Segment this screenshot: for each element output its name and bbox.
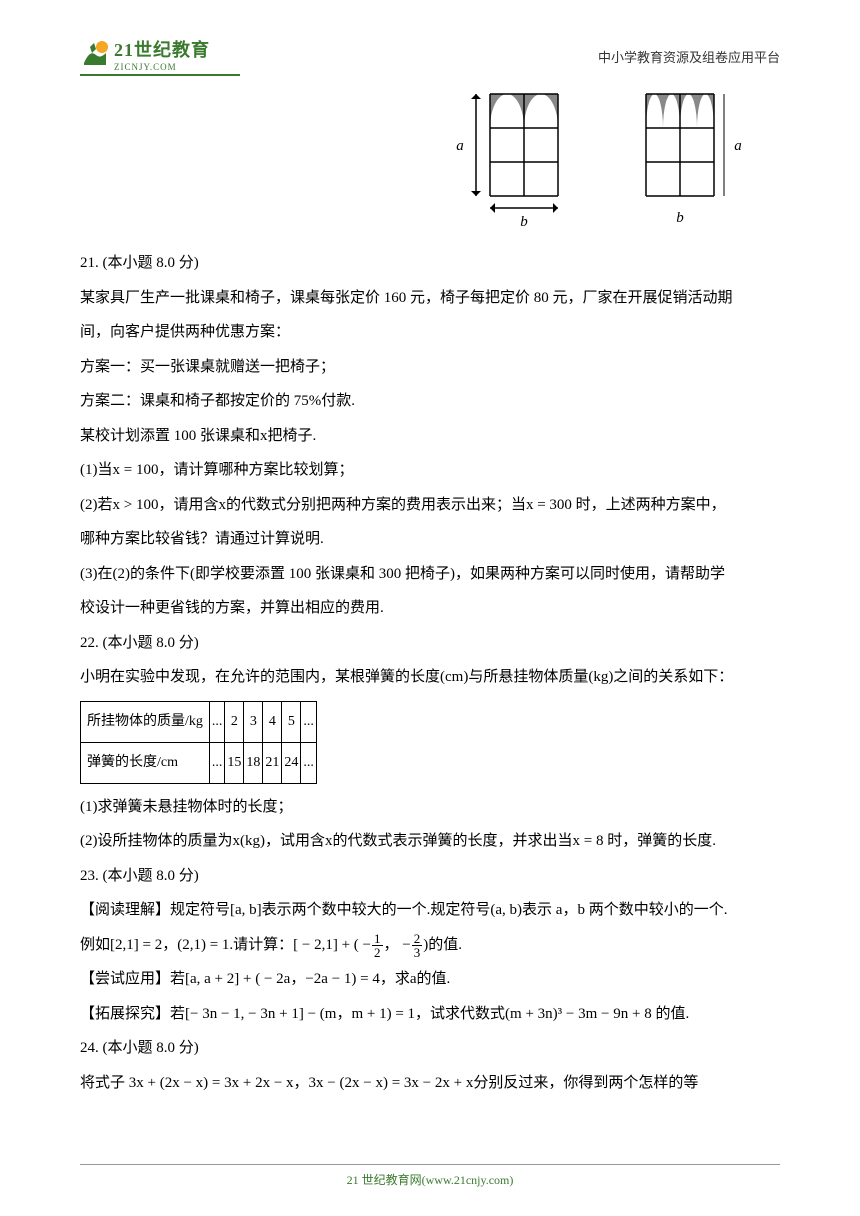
- q22-number: 22. (本小题 8.0 分): [80, 626, 780, 661]
- table-cell: 15: [225, 742, 244, 783]
- table-cell: 2: [225, 701, 244, 742]
- table-cell: ...: [209, 701, 225, 742]
- table-cell: 24: [282, 742, 301, 783]
- logo-text-top: 21世纪教育: [114, 36, 210, 62]
- table-cell: 5: [282, 701, 301, 742]
- q21-line: 校设计一种更省钱的方案，并算出相应的费用.: [80, 591, 780, 626]
- svg-text:b: b: [520, 214, 528, 226]
- q22-line: 小明在实验中发现，在允许的范围内，某根弹簧的长度(cm)与所悬挂物体质量(kg)…: [80, 660, 780, 695]
- q23-line: 【尝试应用】若[a, a + 2] + ( − 2a，−2a − 1) = 4，…: [80, 962, 780, 997]
- svg-text:a: a: [734, 138, 742, 154]
- table-cell: 弹簧的长度/cm: [81, 742, 210, 783]
- logo-block: 21世纪教育 ZICNJY.COM: [80, 36, 240, 76]
- q21-line: 方案一：买一张课桌就赠送一把椅子；: [80, 350, 780, 385]
- text-span: ， −: [384, 937, 411, 953]
- table-cell: 3: [244, 701, 263, 742]
- table-cell: ...: [209, 742, 225, 783]
- q21-line: (3)在(2)的条件下(即学校要添置 100 张课桌和 300 把椅子)，如果两…: [80, 557, 780, 592]
- svg-text:a: a: [456, 138, 464, 154]
- q22-line: (2)设所挂物体的质量为x(kg)，试用含x的代数式表示弹簧的长度，并求出当x …: [80, 824, 780, 859]
- diagram-left: ab: [440, 86, 590, 226]
- table-cell: 21: [263, 742, 282, 783]
- q24-line: 将式子 3x + (2x − x) = 3x + 2x − x，3x − (2x…: [80, 1066, 780, 1101]
- q21-line: (1)当x = 100，请计算哪种方案比较划算；: [80, 453, 780, 488]
- logo-icon: [80, 39, 110, 69]
- q23-line: 【拓展探究】若[− 3n − 1, − 3n + 1] − (m，m + 1) …: [80, 997, 780, 1032]
- content-body: ab ab 21. (本小题 8.0 分) 某家具厂生产一批课桌和椅子，课桌每张…: [80, 86, 780, 1100]
- q23-number: 23. (本小题 8.0 分): [80, 859, 780, 894]
- q21-line: 方案二：课桌和椅子都按定价的 75%付款.: [80, 384, 780, 419]
- spring-table: 所挂物体的质量/kg ... 2 3 4 5 ... 弹簧的长度/cm ... …: [80, 701, 317, 784]
- text-span: )的值.: [423, 937, 462, 953]
- q22-line: (1)求弹簧未悬挂物体时的长度；: [80, 790, 780, 825]
- table-row: 弹簧的长度/cm ... 15 18 21 24 ...: [81, 742, 317, 783]
- q21-line: 哪种方案比较省钱？请通过计算说明.: [80, 522, 780, 557]
- diagram-right: ab: [626, 86, 776, 226]
- table-cell: 18: [244, 742, 263, 783]
- q21-line: (2)若x > 100，请用含x的代数式分别把两种方案的费用表示出来；当x = …: [80, 488, 780, 523]
- fraction: 12: [372, 932, 383, 959]
- q21-number: 21. (本小题 8.0 分): [80, 246, 780, 281]
- table-cell: ...: [301, 742, 317, 783]
- q23-line: 【阅读理解】规定符号[a, b]表示两个数中较大的一个.规定符号(a, b)表示…: [80, 893, 780, 928]
- fraction: 23: [412, 932, 423, 959]
- logo-text-bottom: ZICNJY.COM: [114, 62, 210, 72]
- table-cell: ...: [301, 701, 317, 742]
- footer-text: 21 世纪教育网(www.21cnjy.com): [80, 1164, 780, 1188]
- logo-underline: [80, 74, 240, 76]
- header-right-text: 中小学教育资源及组卷应用平台: [598, 47, 780, 66]
- q21-line: 某校计划添置 100 张课桌和x把椅子.: [80, 419, 780, 454]
- q23-line: 例如[2,1] = 2，(2,1) = 1.请计算：[ − 2,1] + ( −…: [80, 928, 780, 963]
- table-cell: 4: [263, 701, 282, 742]
- table-row: 所挂物体的质量/kg ... 2 3 4 5 ...: [81, 701, 317, 742]
- text-span: 例如[2,1] = 2，(2,1) = 1.请计算：[ − 2,1] + ( −: [80, 937, 371, 953]
- q21-line: 某家具厂生产一批课桌和椅子，课桌每张定价 160 元，椅子每把定价 80 元，厂…: [80, 281, 780, 316]
- table-cell: 所挂物体的质量/kg: [81, 701, 210, 742]
- q21-line: 间，向客户提供两种优惠方案：: [80, 315, 780, 350]
- page-footer: 21 世纪教育网(www.21cnjy.com): [0, 1164, 860, 1188]
- q24-number: 24. (本小题 8.0 分): [80, 1031, 780, 1066]
- svg-text:b: b: [676, 210, 684, 226]
- page-header: 21世纪教育 ZICNJY.COM 中小学教育资源及组卷应用平台: [80, 36, 780, 76]
- diagram-row: ab ab: [80, 86, 780, 226]
